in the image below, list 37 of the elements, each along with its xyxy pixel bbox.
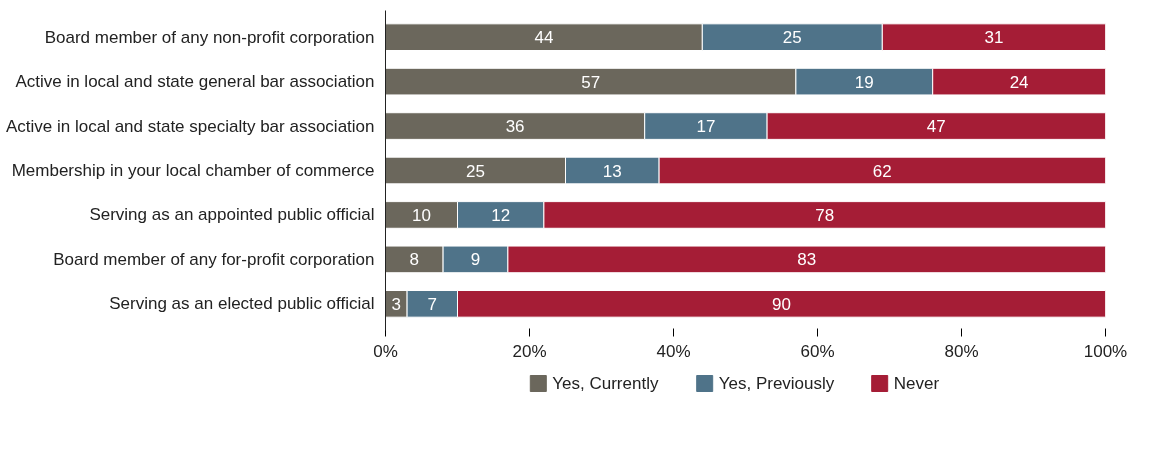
data-label: 44 bbox=[534, 28, 554, 48]
data-label: 3 bbox=[391, 294, 402, 314]
y-tick-label: Membership in your local chamber of commerce bbox=[11, 161, 375, 180]
data-label: 8 bbox=[409, 250, 420, 270]
y-tick-label: Board member of any for-profit corporation bbox=[53, 249, 375, 269]
data-label: 25 bbox=[466, 161, 485, 181]
y-tick-label: Serving as an appointed public official bbox=[89, 205, 375, 225]
data-label: 10 bbox=[412, 205, 431, 225]
data-label: 83 bbox=[797, 250, 817, 270]
y-tick-label: Serving as an elected public official bbox=[109, 294, 375, 314]
data-label: 36 bbox=[505, 117, 525, 137]
data-label: 19 bbox=[854, 72, 874, 92]
data-label: 24 bbox=[1009, 72, 1029, 92]
data-label: 57 bbox=[581, 72, 601, 92]
legend-label: Yes, Previously bbox=[718, 374, 835, 393]
data-label: 62 bbox=[872, 161, 892, 181]
y-tick-label: Active in local and state specialty bar association bbox=[5, 116, 375, 136]
data-label: 31 bbox=[984, 28, 1004, 48]
x-tick-label: 60% bbox=[800, 341, 835, 361]
legend-label: Never bbox=[893, 374, 940, 393]
data-label: 17 bbox=[696, 117, 716, 137]
data-label: 12 bbox=[491, 205, 511, 225]
x-tick-label: 80% bbox=[944, 341, 979, 361]
x-tick-label: 0% bbox=[373, 341, 398, 361]
data-label: 13 bbox=[602, 161, 622, 181]
x-tick-label: 100% bbox=[1083, 341, 1128, 361]
data-label: 90 bbox=[772, 294, 791, 314]
x-tick-label: 40% bbox=[656, 341, 691, 361]
y-tick-label: Active in local and state general bar association bbox=[15, 72, 375, 92]
data-label: 25 bbox=[782, 28, 802, 48]
data-label: 47 bbox=[926, 117, 946, 137]
data-label: 9 bbox=[470, 250, 481, 270]
legend-label: Yes, Currently bbox=[552, 374, 659, 393]
y-tick-label: Board member of any non-profit corporation bbox=[44, 27, 375, 47]
data-label: 78 bbox=[815, 205, 835, 225]
data-label: 7 bbox=[427, 294, 438, 314]
x-tick-label: 20% bbox=[512, 341, 547, 361]
